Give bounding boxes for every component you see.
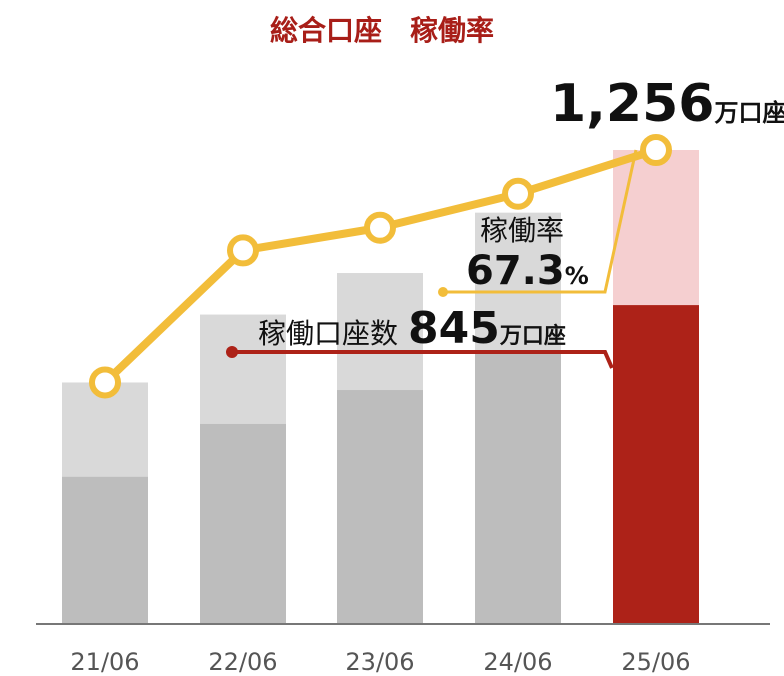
- rate-unit: %: [565, 262, 589, 290]
- bar-active-22-06: [200, 423, 286, 624]
- x-tick-label: 22/06: [208, 648, 277, 676]
- rate-point-25-06: [640, 134, 672, 166]
- active-label: 稼働口座数: [258, 317, 398, 350]
- rate-annotation: 67.3%: [466, 248, 589, 294]
- active-value: 845: [408, 303, 500, 354]
- rate-point-24-06: [502, 177, 534, 210]
- rate-label: 稼働率: [480, 214, 564, 247]
- bars-group: [62, 150, 699, 625]
- bar-active-25-06: [613, 305, 699, 624]
- active-annotation: 稼働口座数 845万口座: [258, 303, 566, 354]
- rate-points: [89, 134, 672, 399]
- total-unit: 万口座: [714, 99, 784, 127]
- active-leader-line: [232, 350, 614, 369]
- active-leader-dot: [226, 346, 238, 358]
- active-unit: 万口座: [499, 323, 566, 349]
- chart-title: 総合口座 稼働率: [270, 14, 494, 47]
- x-tick-label: 24/06: [483, 648, 552, 676]
- x-tick-labels: 21/06 22/06 23/06 24/06 25/06: [70, 648, 690, 676]
- rate-leader-dot: [438, 287, 448, 297]
- bar-active-24-06: [475, 352, 561, 624]
- bar-active-23-06: [337, 390, 423, 624]
- rate-point-23-06: [364, 211, 396, 244]
- rate-leader-line: [443, 149, 638, 294]
- bar-active-21-06: [62, 476, 148, 624]
- rate-point-22-06: [227, 234, 259, 267]
- total-annotation: 1,256万口座: [550, 74, 784, 134]
- rate-point-21-06: [89, 366, 121, 399]
- total-value: 1,256: [550, 74, 714, 134]
- x-tick-label: 23/06: [345, 648, 414, 676]
- x-tick-label: 25/06: [621, 648, 690, 676]
- x-tick-label: 21/06: [70, 648, 139, 676]
- rate-value: 67.3: [466, 248, 565, 294]
